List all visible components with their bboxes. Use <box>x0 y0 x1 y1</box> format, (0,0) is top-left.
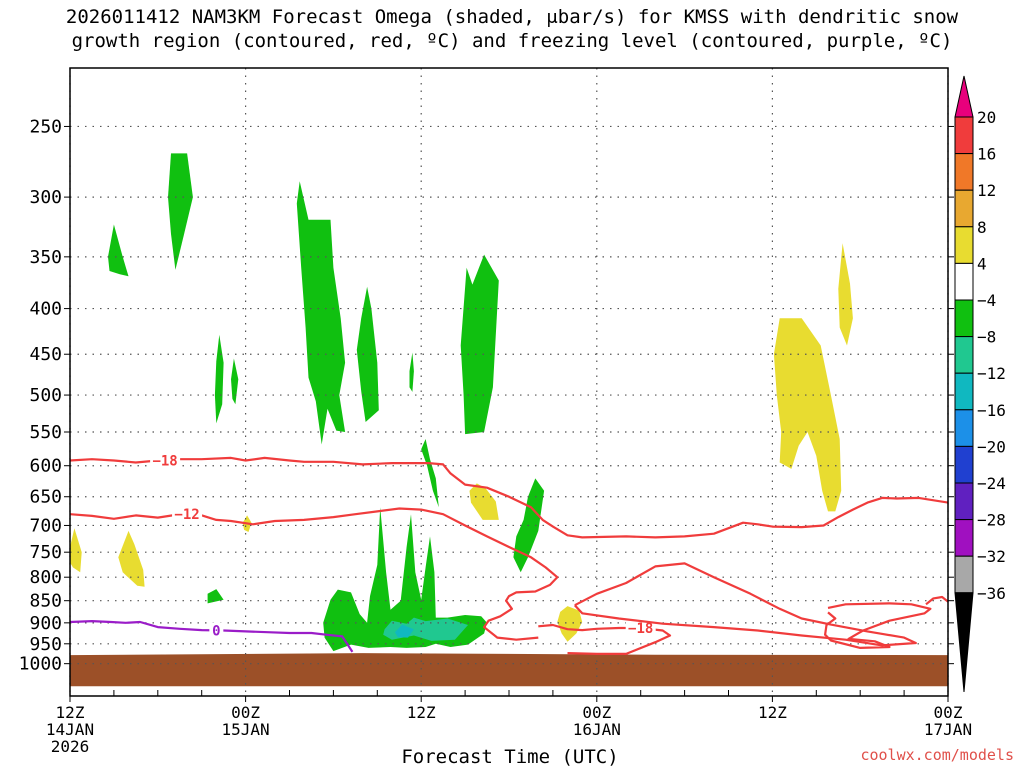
x-tick-label-12: 00Z <box>231 703 260 722</box>
x-axis-label: Forecast Time (UTC) <box>401 746 618 768</box>
y-tick-label-950: 950 <box>29 634 62 655</box>
colorbar-swatch <box>954 262 974 301</box>
credit-label: coolwx.com/models <box>860 746 1014 764</box>
x-tick-label-60: 00Z <box>934 703 963 722</box>
y-tick-label-600: 600 <box>29 456 62 477</box>
shaded-y6 <box>773 318 842 512</box>
colorbar-label: −28 <box>977 511 1006 530</box>
y-tick-label-450: 450 <box>29 344 62 365</box>
shaded-g2 <box>168 153 193 270</box>
shaded-y4 <box>469 483 499 520</box>
y-tick-label-300: 300 <box>29 187 62 208</box>
colorbar-swatch <box>954 482 974 521</box>
chart-title: 2026011412 NAM3KM Forecast Omega (shaded… <box>65 6 959 28</box>
colorbar-label: −4 <box>977 291 996 310</box>
colorbar-label: −16 <box>977 401 1006 420</box>
plot-frame <box>69 67 949 697</box>
colorbar-swatch <box>954 226 974 264</box>
colorbar-label: −24 <box>977 474 1006 493</box>
chart-subtitle: growth region (contoured, red, ºC) and f… <box>71 30 953 52</box>
colorbar-swatch <box>954 372 974 411</box>
x-tick-sublabel: 16JAN <box>573 720 621 739</box>
colorbar-label: −32 <box>977 547 1006 566</box>
colorbar-bottom-arrow <box>954 592 974 693</box>
shaded-g9 <box>421 439 439 508</box>
colorbar-swatch <box>954 519 974 557</box>
colorbar-label: −8 <box>977 328 996 347</box>
colorbar-swatch <box>954 336 974 374</box>
shaded-g1 <box>108 224 129 277</box>
colorbar-swatch <box>954 189 974 228</box>
y-tick-label-350: 350 <box>29 247 62 268</box>
contour-label-dgz-18-inner: −18 <box>628 621 653 637</box>
y-tick-label-500: 500 <box>29 385 62 406</box>
x-tick-label-48: 12Z <box>758 703 787 722</box>
contour-label-bg <box>150 452 181 469</box>
y-tick-label-800: 800 <box>29 567 62 588</box>
colorbar-label: −20 <box>977 437 1006 456</box>
shaded-g6 <box>356 286 379 422</box>
contour-label-dgz-18-upper: −18 <box>152 454 177 470</box>
x-tick-sublabel: 15JAN <box>222 720 270 739</box>
y-tick-label-250: 250 <box>29 116 62 137</box>
shaded-y7 <box>838 243 853 346</box>
x-tick-sublabel: 17JAN <box>924 720 972 739</box>
colorbar-top-arrow <box>954 75 974 118</box>
colorbar-label: −12 <box>977 364 1006 383</box>
colorbar-swatch <box>954 299 974 338</box>
contour-label-bg <box>625 619 656 636</box>
shaded-g8 <box>460 254 499 435</box>
contour-dgz-18-upper <box>70 456 948 539</box>
x-tick-label-24: 12Z <box>407 703 436 722</box>
colorbar-label: 4 <box>977 254 987 273</box>
shaded-g4 <box>231 358 239 405</box>
colorbar-label: 12 <box>977 181 996 200</box>
shaded-y2 <box>118 530 145 587</box>
contour-freezing-level <box>70 620 354 653</box>
colorbar-label: 8 <box>977 218 987 237</box>
y-tick-label-1000: 1000 <box>19 654 62 675</box>
x-tick-sublabel: 2026 <box>51 737 90 756</box>
shaded-y1 <box>70 528 82 573</box>
contour-label-bg <box>209 622 224 639</box>
colorbar-swatch <box>954 409 974 447</box>
contour-label-bg <box>172 506 203 523</box>
x-tick-label-0: 12Z <box>56 703 85 722</box>
contour-dgz-18-loop <box>573 562 917 647</box>
contour-label-dgz-12-upper: −12 <box>174 507 199 523</box>
colorbar-swatch <box>954 445 974 484</box>
shaded-g3 <box>214 334 224 424</box>
colorbar-swatch <box>954 116 974 155</box>
shaded-g11 <box>207 589 224 604</box>
y-tick-label-700: 700 <box>29 515 62 536</box>
contour-dgz-12-right <box>925 595 948 606</box>
colorbar-swatch <box>954 153 974 191</box>
colorbar-swatch <box>954 555 974 594</box>
y-tick-label-850: 850 <box>29 591 62 612</box>
shaded-y5 <box>557 606 583 642</box>
x-tick-label-36: 00Z <box>582 703 611 722</box>
colorbar-label: −36 <box>977 584 1006 603</box>
shaded-g12 <box>323 507 487 652</box>
y-tick-label-400: 400 <box>29 299 62 320</box>
colorbar-label: 20 <box>977 108 996 127</box>
colorbar-label: 16 <box>977 145 996 164</box>
shaded-g5 <box>296 181 346 445</box>
shaded-g7 <box>409 352 414 392</box>
y-tick-label-550: 550 <box>29 422 62 443</box>
shaded-t2 <box>394 624 414 638</box>
contour-label-freezing-level: 0 <box>212 624 220 640</box>
contour-dgz-loop-right <box>824 602 932 649</box>
y-tick-label-650: 650 <box>29 487 62 508</box>
y-tick-label-750: 750 <box>29 542 62 563</box>
shaded-ground <box>70 653 948 687</box>
y-tick-label-900: 900 <box>29 613 62 634</box>
x-tick-sublabel: 14JAN <box>46 720 94 739</box>
